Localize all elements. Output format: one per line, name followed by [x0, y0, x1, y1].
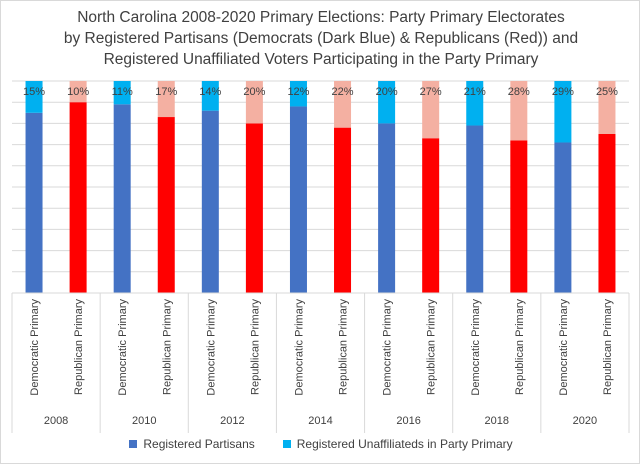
- data-label-republican-2012: 20%: [243, 86, 265, 98]
- category-label-democratic-2010: Democratic Primary: [117, 299, 129, 396]
- category-label-democratic-2012: Democratic Primary: [205, 299, 217, 396]
- category-label-democratic-2018: Democratic Primary: [470, 299, 482, 396]
- bar-republican-unaffiliated-2008: [69, 81, 87, 103]
- bar-republican-partisan-2020: [598, 134, 616, 293]
- bar-republican-unaffiliated-2012: [245, 81, 263, 124]
- bar-democratic-unaffiliated-2008: [25, 81, 43, 113]
- year-label-2018: 2018: [485, 415, 509, 427]
- data-label-republican-2018: 28%: [508, 86, 530, 98]
- year-label-2012: 2012: [220, 415, 244, 427]
- bar-democratic-partisan-2010: [113, 104, 131, 293]
- data-label-republican-2014: 22%: [332, 86, 354, 98]
- bar-democratic-unaffiliated-2020: [554, 81, 572, 143]
- category-label-republican-2010: Republican Primary: [161, 299, 173, 395]
- chart-title-line-1: North Carolina 2008-2020 Primary Electio…: [77, 9, 565, 26]
- data-label-democratic-2012: 14%: [199, 86, 221, 98]
- data-label-republican-2010: 17%: [155, 86, 177, 98]
- data-label-democratic-2018: 21%: [464, 86, 486, 98]
- legend-swatch-unaffiliated: [282, 440, 291, 448]
- bar-democratic-partisan-2016: [378, 123, 396, 294]
- category-label-democratic-2020: Democratic Primary: [558, 299, 570, 396]
- legend-item-unaffiliated: Registered Unaffiliateds in Party Primar…: [282, 437, 513, 451]
- bar-democratic-partisan-2018: [466, 125, 484, 294]
- bar-republican-partisan-2018: [510, 140, 528, 293]
- category-label-democratic-2008: Democratic Primary: [29, 299, 41, 396]
- data-label-republican-2020: 25%: [596, 86, 618, 98]
- bar-democratic-partisan-2012: [201, 110, 219, 294]
- category-label-democratic-2014: Democratic Primary: [293, 299, 305, 396]
- bar-democratic-unaffiliated-2012: [201, 81, 219, 111]
- bar-democratic-partisan-2014: [289, 106, 307, 293]
- bar-democratic-unaffiliated-2018: [466, 81, 484, 126]
- data-label-republican-2016: 27%: [420, 86, 442, 98]
- bar-republican-unaffiliated-2020: [598, 81, 616, 134]
- bar-republican-partisan-2012: [245, 123, 263, 294]
- chart-title-line-2: by Registered Partisans (Democrats (Dark…: [63, 30, 579, 47]
- bar-republican-unaffiliated-2018: [510, 81, 528, 141]
- category-label-democratic-2016: Democratic Primary: [382, 299, 394, 396]
- bar-republican-unaffiliated-2014: [334, 81, 352, 128]
- category-label-republican-2018: Republican Primary: [514, 299, 526, 395]
- bar-republican-partisan-2008: [69, 102, 87, 293]
- bar-democratic-partisan-2008: [25, 112, 43, 293]
- category-label-republican-2020: Republican Primary: [602, 299, 614, 395]
- chart-legend: Registered Partisans Registered Unaffili…: [1, 437, 640, 451]
- year-label-2014: 2014: [308, 415, 332, 427]
- bar-democratic-partisan-2020: [554, 142, 572, 293]
- data-label-democratic-2010: 11%: [112, 86, 133, 98]
- data-label-democratic-2020: 29%: [552, 86, 574, 98]
- bar-republican-partisan-2016: [422, 138, 440, 293]
- data-label-republican-2008: 10%: [67, 86, 89, 98]
- year-label-2016: 2016: [396, 415, 420, 427]
- data-label-democratic-2014: 12%: [287, 86, 309, 98]
- legend-swatch-partisans: [129, 440, 138, 448]
- year-label-2008: 2008: [44, 415, 68, 427]
- bar-democratic-unaffiliated-2010: [113, 81, 131, 105]
- legend-label-partisans: Registered Partisans: [143, 437, 255, 451]
- category-label-republican-2016: Republican Primary: [426, 299, 438, 395]
- year-label-2010: 2010: [132, 415, 156, 427]
- bar-democratic-unaffiliated-2014: [289, 81, 307, 107]
- bar-republican-partisan-2014: [334, 127, 352, 293]
- bar-republican-partisan-2010: [157, 117, 175, 293]
- data-label-democratic-2008: 15%: [23, 86, 45, 98]
- year-label-2020: 2020: [573, 415, 597, 427]
- legend-item-partisans: Registered Partisans: [129, 437, 255, 451]
- chart-title-line-3: Registered Unaffiliated Voters Participa…: [103, 51, 539, 68]
- bar-democratic-unaffiliated-2016: [378, 81, 396, 124]
- category-label-republican-2012: Republican Primary: [249, 299, 261, 395]
- data-label-democratic-2016: 20%: [376, 86, 398, 98]
- bar-republican-unaffiliated-2016: [422, 81, 440, 139]
- category-label-republican-2008: Republican Primary: [73, 299, 85, 395]
- chart-title: North Carolina 2008-2020 Primary Electio…: [1, 7, 640, 70]
- legend-label-unaffiliated: Registered Unaffiliateds in Party Primar…: [296, 437, 513, 451]
- bar-republican-unaffiliated-2010: [157, 81, 175, 118]
- category-label-republican-2014: Republican Primary: [338, 299, 350, 395]
